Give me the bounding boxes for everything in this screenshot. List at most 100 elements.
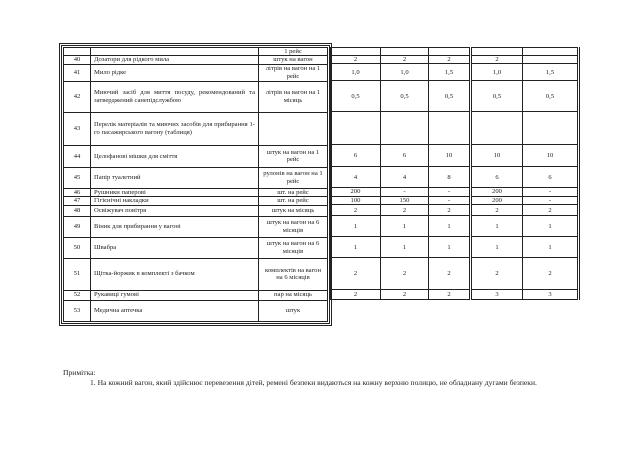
value-cell: 1,0: [469, 63, 523, 82]
value-cell: [522, 111, 580, 146]
value-cell: -: [380, 187, 429, 197]
value-cell: 1: [428, 236, 471, 259]
row-number: 46: [63, 187, 91, 198]
table-row: 46 Рушники паперові шт. на рейс: [63, 187, 328, 198]
table-row: 52 Рукавиці гумові пар на місяць: [63, 289, 328, 301]
item-name: Швабра: [90, 236, 259, 259]
value-cell: [330, 47, 381, 56]
item-name: Щітка-йоржик в комплекті з бачком: [90, 257, 259, 291]
item-unit: шт. на рейс: [258, 196, 328, 206]
value-row: 100 150-200-: [330, 195, 580, 206]
item-name: Миючий засіб для миття посуду, рекомендо…: [90, 80, 259, 113]
value-cell: 3: [469, 289, 523, 301]
item-name: Медична аптечка: [90, 299, 259, 322]
value-cell: 0,5: [428, 80, 471, 113]
materials-table-left: 1 рейс 40 Дозатори для рідкого мила штук на…: [59, 43, 332, 326]
value-cell: 10: [469, 144, 523, 168]
item-unit: комплектів на вагон на 6 місяців: [258, 257, 328, 291]
value-cell: 6: [380, 144, 429, 168]
value-cell: 2: [380, 204, 429, 217]
note-text: 1. На кожний вагон, який здійснює переве…: [90, 378, 537, 387]
value-cell: 2: [330, 257, 381, 291]
value-cell: 4: [380, 166, 429, 189]
table-row: 44 Целофанові мішки для сміття штук на ваг…: [63, 144, 328, 168]
value-row: 6 6 10 10 10: [330, 144, 580, 168]
value-cell: [522, 54, 580, 65]
value-cell: 4: [330, 166, 381, 189]
value-cell: [380, 111, 429, 146]
row-number: 53: [63, 299, 91, 322]
item-unit: літрів на вагон на 1 рейс: [258, 63, 328, 82]
value-cell: 10: [428, 144, 471, 168]
value-cell: [469, 47, 523, 56]
value-cell: 2: [330, 289, 381, 301]
item-name: [90, 46, 259, 57]
value-cell: [380, 47, 429, 56]
value-row: 0,5 0,5 0,5 0,5 0,5: [330, 80, 580, 113]
row-number: 44: [63, 144, 91, 168]
item-unit: штук: [258, 299, 328, 322]
item-unit: штук на вагон на 1 рейс: [258, 144, 328, 168]
value-cell: 100: [330, 195, 381, 206]
item-unit: штук на місяць: [258, 204, 328, 217]
value-cell: 2: [469, 54, 523, 65]
value-cell: -: [522, 187, 580, 197]
item-unit: шт. на рейс: [258, 187, 328, 198]
value-cell: 1,0: [330, 63, 381, 82]
item-name: Целофанові мішки для сміття: [90, 144, 259, 168]
value-cell: 2: [522, 257, 580, 291]
table-row: 49 Віник для прибирання у вагоні штук на в…: [63, 215, 328, 238]
item-unit: штук на вагон на 6 місяців: [258, 236, 328, 259]
value-cell: 2: [469, 257, 523, 291]
item-name: Освіжувач повітря: [90, 204, 259, 217]
item-unit: літрів на вагон на 1 місяць: [258, 80, 328, 113]
value-cell: 1,5: [522, 63, 580, 82]
item-name: Гігієнічні накладки: [90, 196, 259, 206]
item-name: Рушники паперові: [90, 187, 259, 198]
value-cell: 2: [469, 204, 523, 217]
value-cell: 0,5: [469, 80, 523, 113]
row-number: 43: [63, 111, 91, 146]
materials-table-values: 2 2 2 2 1,0 1,0 1,5 1,0 1,5 0,5 0,5 0,5 0,5 0,5 6 6 10 10…: [330, 47, 580, 301]
row-number: 41: [63, 63, 91, 82]
value-cell: [522, 47, 580, 56]
table-row: 48 Освіжувач повітря штук на місяць: [63, 204, 328, 217]
item-unit: пар на місяць: [258, 289, 328, 301]
table-row: 42 Миючий засіб для миття посуду, рекомен…: [63, 80, 328, 113]
value-cell: 2: [522, 204, 580, 217]
table-row: 47 Гігієнічні накладки шт. на рейс: [63, 196, 328, 206]
table-row: 53 Медична аптечка штук: [63, 299, 328, 322]
row-number: 50: [63, 236, 91, 259]
row-number: 47: [63, 196, 91, 206]
value-cell: 1,5: [428, 63, 471, 82]
value-cell: [469, 111, 523, 146]
value-cell: 1,0: [380, 63, 429, 82]
item-name: Віник для прибирання у вагоні: [90, 215, 259, 238]
item-unit: [258, 111, 328, 146]
value-cell: 1: [522, 236, 580, 259]
value-cell: 2: [428, 257, 471, 291]
row-number: 40: [63, 55, 91, 65]
item-unit: рулонів на вагон на 1 рейс: [258, 166, 328, 189]
value-cell: 2: [428, 204, 471, 217]
item-unit: 1 рейс: [258, 46, 328, 57]
value-cell: 1: [428, 215, 471, 238]
value-cell: 0,5: [380, 80, 429, 113]
value-cell: -: [428, 195, 471, 206]
value-row: 1,0 1,0 1,5 1,0 1,5: [330, 63, 580, 82]
row-number: 42: [63, 80, 91, 113]
table-row: 50 Швабра штук на вагон на 6 місяців: [63, 236, 328, 259]
value-cell: 2: [380, 257, 429, 291]
value-cell: [428, 47, 471, 56]
value-cell: 3: [522, 289, 580, 301]
item-name: Перелік матеріалів та миючих засобів для…: [90, 111, 259, 146]
item-name: Мило рідке: [90, 63, 259, 82]
item-unit: штук на вагон на 6 місяців: [258, 215, 328, 238]
table-row: 43 Перелік матеріалів та миючих засобів д…: [63, 111, 328, 146]
value-cell: 6: [522, 166, 580, 189]
